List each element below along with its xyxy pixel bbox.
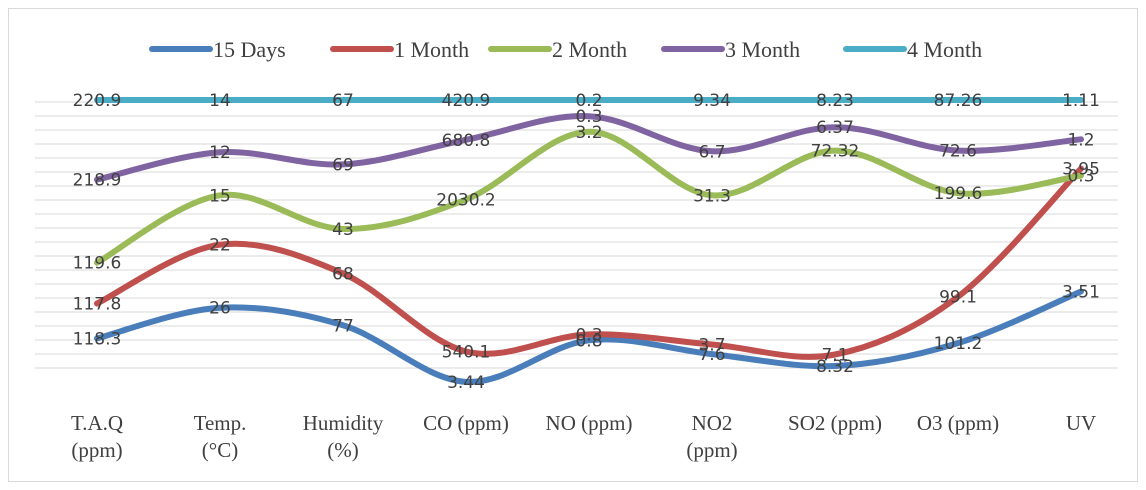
data-label-4-month: 220.9 bbox=[73, 91, 122, 111]
legend-label: 2 Month bbox=[552, 37, 627, 62]
category-label: (°C) bbox=[202, 438, 238, 462]
data-label-2-month: 72.32 bbox=[811, 142, 860, 162]
data-label-15-days: 26 bbox=[209, 299, 231, 319]
data-label-4-month: 9.34 bbox=[693, 91, 731, 111]
legend: 15 Days 1 Month 2 Month 3 Month 4 Month bbox=[149, 37, 982, 62]
category-label: Temp. bbox=[194, 411, 247, 435]
category-label: CO (ppm) bbox=[423, 411, 509, 435]
data-label-3-month: 12 bbox=[209, 143, 231, 163]
data-label-2-month: 43 bbox=[332, 220, 354, 240]
category-axis-labels: T.A.Q (ppm) Temp. (°C) Humidity (%) CO (ppm) NO… bbox=[71, 411, 1096, 462]
series-line-3-month bbox=[94, 113, 1084, 183]
data-label-2-month: 3.2 bbox=[575, 123, 602, 143]
series-line-2-month bbox=[94, 128, 1084, 266]
data-label-4-month: 87.26 bbox=[934, 91, 983, 111]
data-label-4-month: 8.23 bbox=[816, 91, 854, 111]
data-label-1-month: 3.7 bbox=[698, 335, 725, 355]
category-label: (ppm) bbox=[686, 438, 737, 462]
data-label-15-days: 118.3 bbox=[73, 329, 122, 349]
data-label-3-month: 6.37 bbox=[816, 118, 854, 138]
data-label-2-month: 199.6 bbox=[934, 184, 983, 204]
data-label-15-days: 77 bbox=[332, 316, 354, 336]
data-label-3-month: 680.8 bbox=[442, 131, 491, 151]
data-label-15-days: 3.51 bbox=[1062, 283, 1100, 303]
data-label-4-month: 420.9 bbox=[442, 91, 491, 111]
data-label-1-month: 0.3 bbox=[575, 325, 602, 345]
data-label-15-days: 7.6 bbox=[698, 345, 725, 365]
data-label-4-month: 0.2 bbox=[575, 91, 602, 111]
data-label-15-days: 0.8 bbox=[575, 331, 602, 351]
series-line-1-month bbox=[94, 165, 1084, 360]
category-label: NO2 bbox=[692, 411, 733, 435]
legend-label: 15 Days bbox=[213, 37, 286, 62]
data-label-15-days: 3.44 bbox=[447, 373, 485, 393]
legend-label: 1 Month bbox=[394, 37, 469, 62]
data-label-4-month: 67 bbox=[332, 91, 354, 111]
data-label-1-month: 117.8 bbox=[73, 294, 122, 314]
data-label-4-month: 14 bbox=[209, 91, 231, 111]
category-label: UV bbox=[1066, 411, 1096, 435]
data-label-1-month: 7.1 bbox=[821, 346, 848, 366]
data-label-15-days: 101.2 bbox=[934, 334, 983, 354]
category-label: SO2 (ppm) bbox=[788, 411, 882, 435]
data-label-2-month: 15 bbox=[209, 186, 231, 206]
category-label: NO (ppm) bbox=[546, 411, 633, 435]
data-label-3-month: 218.9 bbox=[73, 171, 122, 191]
category-label: O3 (ppm) bbox=[917, 411, 999, 435]
data-label-2-month: 31.3 bbox=[693, 186, 731, 206]
category-label: T.A.Q bbox=[71, 411, 123, 435]
legend-label: 4 Month bbox=[907, 37, 982, 62]
data-label-3-month: 69 bbox=[332, 155, 354, 175]
category-label: (ppm) bbox=[71, 438, 122, 462]
data-label-3-month: 6.7 bbox=[698, 142, 725, 162]
series-lines bbox=[94, 96, 1084, 385]
series-line-15-days bbox=[94, 288, 1084, 385]
data-label-1-month: 3.95 bbox=[1062, 160, 1100, 180]
data-label-1-month: 99.1 bbox=[939, 288, 977, 308]
data-label-1-month: 540.1 bbox=[442, 342, 491, 362]
data-labels: 118.3 26 77 3.44 0.8 7.6 8.32 101.2 3.51 117.8 22 6… bbox=[73, 91, 1100, 393]
data-label-15-days: 8.32 bbox=[816, 357, 854, 377]
chart-frame bbox=[8, 8, 1138, 482]
data-label-3-month: 0.3 bbox=[575, 107, 602, 127]
data-label-2-month: 0.3 bbox=[1067, 167, 1094, 187]
data-label-3-month: 72.6 bbox=[939, 142, 977, 162]
data-label-3-month: 1.2 bbox=[1067, 130, 1094, 150]
legend-label: 3 Month bbox=[725, 37, 800, 62]
data-label-2-month: 2030.2 bbox=[436, 191, 495, 211]
data-label-2-month: 119.6 bbox=[73, 254, 122, 274]
category-label: (%) bbox=[327, 438, 358, 462]
data-label-1-month: 68 bbox=[332, 265, 354, 285]
category-label: Humidity bbox=[303, 411, 384, 435]
data-label-1-month: 22 bbox=[209, 236, 231, 256]
data-label-4-month: 1.11 bbox=[1062, 91, 1100, 111]
